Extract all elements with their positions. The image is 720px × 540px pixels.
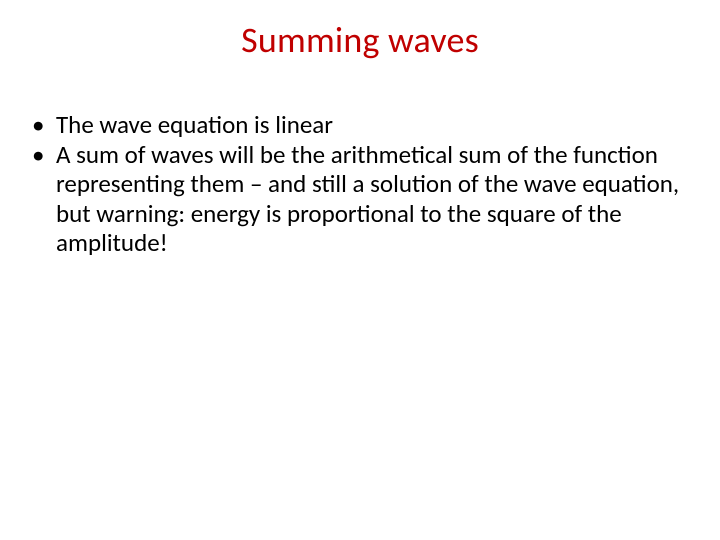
slide-body: The wave equation is linear A sum of wav… [30, 110, 690, 258]
bullet-item: The wave equation is linear [30, 110, 690, 140]
slide-title: Summing waves [30, 18, 690, 62]
slide: Summing waves The wave equation is linea… [0, 0, 720, 540]
bullet-list: The wave equation is linear A sum of wav… [30, 110, 690, 258]
bullet-item: A sum of waves will be the arithmetical … [30, 140, 690, 258]
